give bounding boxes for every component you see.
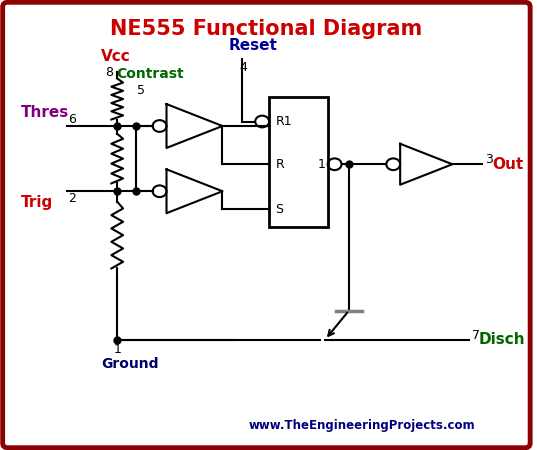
Text: 1: 1 xyxy=(318,158,326,171)
Text: 7: 7 xyxy=(471,329,480,342)
Text: Contrast: Contrast xyxy=(116,67,184,81)
Text: Thres: Thres xyxy=(21,105,70,120)
Text: 2: 2 xyxy=(68,192,76,204)
Text: 1: 1 xyxy=(113,343,121,356)
Text: Reset: Reset xyxy=(229,37,278,53)
Bar xyxy=(269,97,328,227)
Text: R: R xyxy=(275,158,284,171)
Text: S: S xyxy=(275,203,284,216)
FancyBboxPatch shape xyxy=(3,2,530,448)
Text: 5: 5 xyxy=(137,85,146,97)
Text: 4: 4 xyxy=(240,61,248,74)
Text: Out: Out xyxy=(492,157,523,172)
Text: Vcc: Vcc xyxy=(101,49,131,64)
Text: Disch: Disch xyxy=(478,332,525,347)
Text: www.TheEngineeringProjects.com: www.TheEngineeringProjects.com xyxy=(249,419,476,432)
Text: NE555 Functional Diagram: NE555 Functional Diagram xyxy=(110,19,423,39)
Text: 8: 8 xyxy=(105,67,113,79)
Text: Ground: Ground xyxy=(101,357,159,372)
Text: Trig: Trig xyxy=(21,195,54,210)
Text: 3: 3 xyxy=(485,153,493,166)
Text: R1: R1 xyxy=(275,115,292,128)
Text: 6: 6 xyxy=(68,113,76,126)
